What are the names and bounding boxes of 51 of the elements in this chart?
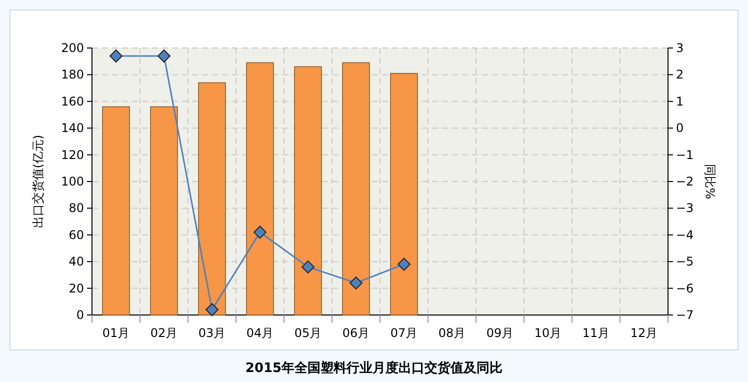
y-tick-label: 0 xyxy=(76,308,84,322)
x-tick-label: 09月 xyxy=(486,326,514,340)
y2-tick-label: −7 xyxy=(676,308,694,322)
y-axis-title: 出口交货值(亿元) xyxy=(31,134,45,228)
x-tick-label: 04月 xyxy=(246,326,274,340)
y-tick-label: 180 xyxy=(61,68,84,82)
y-tick-label: 60 xyxy=(68,228,84,242)
y-tick-label: 20 xyxy=(68,281,84,296)
bar xyxy=(342,62,370,316)
bar xyxy=(198,82,226,316)
point xyxy=(350,276,362,290)
y2-tick-label: 3 xyxy=(676,41,684,55)
y2-tick-label: −3 xyxy=(676,201,694,216)
text: 2015年全国塑料行业月度出口交货值及同比 xyxy=(245,360,503,376)
bar xyxy=(150,106,178,316)
y2-tick-label: 0 xyxy=(676,121,684,136)
y-tick-label: 80 xyxy=(68,201,84,216)
point xyxy=(254,226,266,239)
x-tick-label: 07月 xyxy=(390,326,418,340)
y2-axis-title: 同比% xyxy=(703,164,717,200)
x-tick-label: 12月 xyxy=(630,326,658,340)
x-tick-label: 11月 xyxy=(582,326,610,340)
bar xyxy=(102,106,130,316)
point xyxy=(158,50,170,63)
y2-tick-label: −4 xyxy=(676,228,694,242)
y2-tick-label: 2 xyxy=(676,68,684,82)
y-tick-label: 120 xyxy=(61,148,84,162)
x-tick-label: 02月 xyxy=(150,326,178,340)
point xyxy=(110,50,122,63)
x-tick-label: 05月 xyxy=(294,326,322,340)
x-tick-label: 08月 xyxy=(438,326,466,340)
y-tick-label: 40 xyxy=(68,254,84,269)
y2-tick-label: −6 xyxy=(676,281,694,296)
y2-tick-label: −1 xyxy=(676,148,694,162)
y-tick-label: 140 xyxy=(61,121,84,136)
point xyxy=(398,258,410,271)
x-tick-label: 01月 xyxy=(102,326,130,340)
y2-tick-label: 1 xyxy=(676,94,684,108)
x-tick-label: 06月 xyxy=(342,326,370,340)
y-tick-label: 200 xyxy=(61,41,84,55)
x-tick-label: 10月 xyxy=(534,326,562,340)
x-tick-label: 03月 xyxy=(198,326,226,340)
y2-tick-label: −2 xyxy=(676,174,694,188)
bar xyxy=(294,66,322,316)
y-tick-label: 100 xyxy=(61,174,84,188)
bar xyxy=(390,72,418,316)
point xyxy=(302,260,314,274)
y-tick-label: 160 xyxy=(61,94,84,108)
bar xyxy=(246,62,274,316)
y2-tick-label: −5 xyxy=(676,254,694,269)
point xyxy=(206,303,218,316)
